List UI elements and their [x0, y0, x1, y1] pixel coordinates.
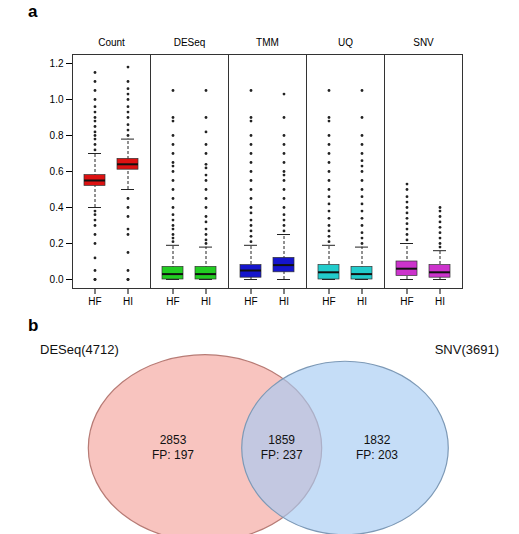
- svg-text:0.8: 0.8: [50, 130, 64, 141]
- svg-text:HI: HI: [357, 296, 367, 307]
- svg-text:UQ: UQ: [338, 37, 353, 48]
- svg-text:Count: Count: [98, 37, 125, 48]
- svg-text:DESeq(4712): DESeq(4712): [40, 342, 119, 357]
- svg-text:0.6: 0.6: [50, 166, 64, 177]
- svg-text:1859FP: 237: 1859FP: 237: [261, 433, 303, 462]
- svg-text:HF: HF: [400, 296, 413, 307]
- svg-text:HF: HF: [322, 296, 335, 307]
- svg-text:0.0: 0.0: [50, 274, 64, 285]
- svg-text:HI: HI: [279, 296, 289, 307]
- svg-text:1832FP: 203: 1832FP: 203: [356, 433, 398, 462]
- svg-text:1.0: 1.0: [50, 94, 64, 105]
- svg-text:HI: HI: [123, 296, 133, 307]
- svg-text:SNV: SNV: [413, 37, 434, 48]
- svg-text:HF: HF: [166, 296, 179, 307]
- svg-text:DESeq: DESeq: [174, 37, 206, 48]
- svg-text:0.2: 0.2: [50, 238, 64, 249]
- svg-text:HF: HF: [88, 296, 101, 307]
- svg-text:HF: HF: [244, 296, 257, 307]
- html-text:a: a: [28, 2, 38, 21]
- html-text:b: b: [28, 316, 39, 335]
- svg-text:SNV(3691): SNV(3691): [435, 342, 499, 357]
- svg-text:TMM: TMM: [256, 37, 279, 48]
- svg-text:1.2: 1.2: [50, 58, 64, 69]
- svg-text:HI: HI: [435, 296, 445, 307]
- svg-text:HI: HI: [201, 296, 211, 307]
- svg-text:2853FP: 197: 2853FP: 197: [152, 433, 194, 462]
- svg-text:0.4: 0.4: [50, 202, 64, 213]
